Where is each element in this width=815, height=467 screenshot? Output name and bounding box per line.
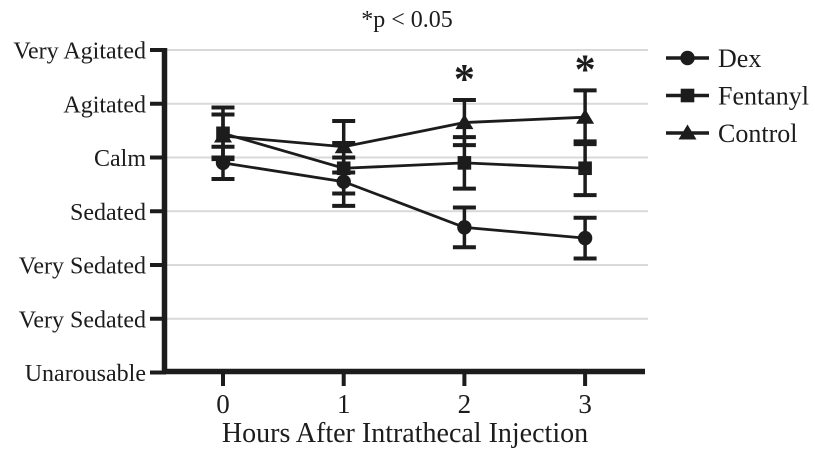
significance-markers: * *: [454, 47, 596, 103]
data-series: [211, 88, 597, 261]
y-axis-category-label: Very Agitated: [13, 39, 146, 65]
significance-asterisk: *: [575, 47, 596, 93]
x-tick-label: 0: [216, 389, 230, 419]
legend-label: Fentanyl: [718, 82, 809, 111]
circle-marker: [577, 230, 593, 246]
x-tick-label: 3: [578, 389, 592, 419]
square-marker: [216, 126, 230, 141]
gridlines: [166, 49, 648, 320]
triangle-marker: [576, 108, 595, 124]
legend-label: Control: [718, 119, 797, 148]
legend: Dex Fentanyl Control: [666, 44, 809, 148]
y-axis-category-label: Very Sedated: [19, 307, 146, 333]
series-line: [222, 161, 586, 240]
series-control: [211, 88, 597, 175]
x-axis-label: Hours After Intrathecal Injection: [222, 418, 588, 449]
circle-marker: [215, 155, 231, 171]
circle-marker: [680, 50, 695, 66]
circle-marker: [336, 174, 351, 189]
series-line: [222, 115, 586, 149]
legend-entry-control: Control: [666, 119, 797, 148]
x-tick-label: 1: [337, 389, 351, 419]
y-axis-category-label: Calm: [94, 146, 146, 172]
significance-asterisk: *: [454, 57, 475, 103]
series-fentanyl: [211, 105, 597, 198]
legend-label: Dex: [718, 44, 761, 73]
chart-title: *p < 0.05: [361, 7, 453, 33]
y-axis-category-label: Agitated: [63, 92, 146, 118]
y-axis-category-label: Unarousable: [25, 361, 146, 387]
square-marker: [680, 88, 695, 103]
square-marker: [457, 156, 472, 170]
series-dex: [211, 144, 597, 261]
legend-entry-fentanyl: Fentanyl: [666, 82, 809, 111]
x-tick-label: 2: [458, 389, 472, 419]
series-line: [222, 131, 586, 170]
triangle-marker: [678, 124, 697, 140]
circle-marker: [457, 220, 472, 235]
y-axis-category-label: Sedated: [70, 200, 146, 226]
triangle-marker: [455, 114, 474, 130]
square-marker: [578, 161, 592, 176]
y-axis-category-label: Very Sedated: [19, 254, 146, 280]
axes: Very Agitated Agitated Calm Sedated Very Sed…: [13, 39, 645, 419]
legend-entry-dex: Dex: [666, 44, 761, 73]
